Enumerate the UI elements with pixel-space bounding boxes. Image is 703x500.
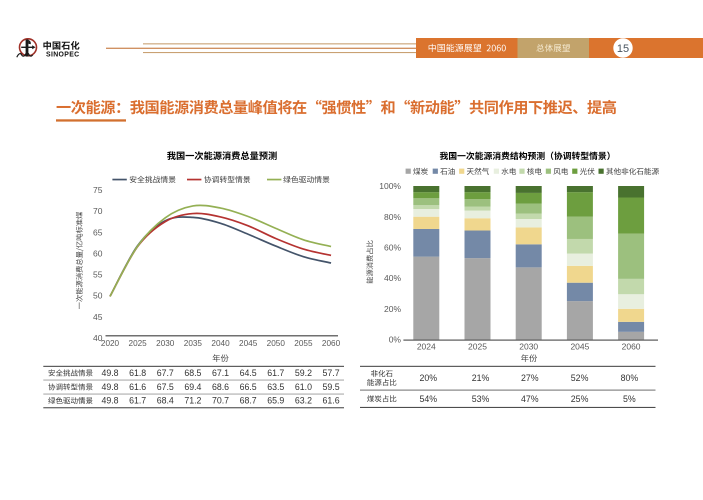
svg-text:2055: 2055	[294, 339, 313, 348]
svg-text:71.2: 71.2	[184, 396, 201, 406]
svg-text:2024: 2024	[417, 341, 436, 351]
svg-text:5%: 5%	[623, 394, 636, 404]
svg-text:65.9: 65.9	[267, 396, 284, 406]
svg-text:59.2: 59.2	[295, 368, 312, 378]
svg-text:59.5: 59.5	[322, 382, 339, 392]
svg-text:75: 75	[93, 185, 103, 195]
svg-text:57.7: 57.7	[322, 368, 339, 378]
svg-text:2025: 2025	[468, 341, 487, 351]
svg-text:2035: 2035	[184, 339, 203, 348]
svg-text:61.8: 61.8	[129, 368, 146, 378]
svg-text:27%: 27%	[521, 373, 539, 383]
svg-text:2030: 2030	[519, 341, 538, 351]
svg-text:20%: 20%	[384, 304, 401, 314]
svg-text:2040: 2040	[211, 339, 230, 348]
svg-text:2030: 2030	[156, 339, 175, 348]
svg-text:80%: 80%	[384, 212, 401, 222]
svg-text:68.4: 68.4	[157, 396, 174, 406]
svg-text:64.5: 64.5	[240, 368, 257, 378]
svg-text:2050: 2050	[267, 339, 286, 348]
svg-text:68.6: 68.6	[212, 382, 229, 392]
svg-text:69.4: 69.4	[184, 382, 201, 392]
svg-text:50: 50	[93, 291, 103, 301]
svg-text:47%: 47%	[521, 394, 539, 404]
svg-text:49.8: 49.8	[101, 382, 118, 392]
svg-text:100%: 100%	[379, 181, 401, 191]
svg-text:66.5: 66.5	[240, 382, 257, 392]
svg-text:80%: 80%	[621, 373, 639, 383]
svg-text:0%: 0%	[389, 335, 402, 345]
svg-text:70.7: 70.7	[212, 396, 229, 406]
svg-text:63.2: 63.2	[295, 396, 312, 406]
svg-text:15: 15	[617, 43, 629, 55]
svg-text:2060: 2060	[322, 339, 341, 348]
svg-text:40%: 40%	[384, 273, 401, 283]
svg-text:20%: 20%	[419, 373, 437, 383]
svg-text:61.7: 61.7	[129, 396, 146, 406]
svg-text:2060: 2060	[622, 341, 641, 351]
svg-text:SINOPEC: SINOPEC	[46, 52, 79, 59]
svg-text:55: 55	[93, 270, 103, 280]
svg-text:53%: 53%	[472, 394, 490, 404]
svg-text:68.5: 68.5	[184, 368, 201, 378]
svg-text:49.8: 49.8	[101, 396, 118, 406]
svg-text:63.5: 63.5	[267, 382, 284, 392]
svg-text:70: 70	[93, 206, 103, 216]
svg-text:61.6: 61.6	[129, 382, 146, 392]
svg-text:67.5: 67.5	[157, 382, 174, 392]
svg-text:2020: 2020	[101, 339, 120, 348]
svg-text:65: 65	[93, 227, 103, 237]
svg-text:52%: 52%	[571, 373, 589, 383]
svg-text:60%: 60%	[384, 243, 401, 253]
svg-text:21%: 21%	[472, 373, 490, 383]
svg-text:61.7: 61.7	[267, 368, 284, 378]
svg-text:40: 40	[93, 333, 103, 343]
svg-text:2045: 2045	[570, 341, 589, 351]
svg-text:25%: 25%	[571, 394, 589, 404]
svg-text:61.6: 61.6	[322, 396, 339, 406]
svg-text:61.0: 61.0	[295, 382, 312, 392]
svg-text:2045: 2045	[239, 339, 258, 348]
svg-text:68.7: 68.7	[240, 396, 257, 406]
svg-text:2025: 2025	[129, 339, 148, 348]
svg-text:67.7: 67.7	[157, 368, 174, 378]
svg-text:45: 45	[93, 312, 103, 322]
svg-text:60: 60	[93, 248, 103, 258]
svg-text:67.1: 67.1	[212, 368, 229, 378]
svg-text:49.8: 49.8	[101, 368, 118, 378]
svg-text:54%: 54%	[419, 394, 437, 404]
